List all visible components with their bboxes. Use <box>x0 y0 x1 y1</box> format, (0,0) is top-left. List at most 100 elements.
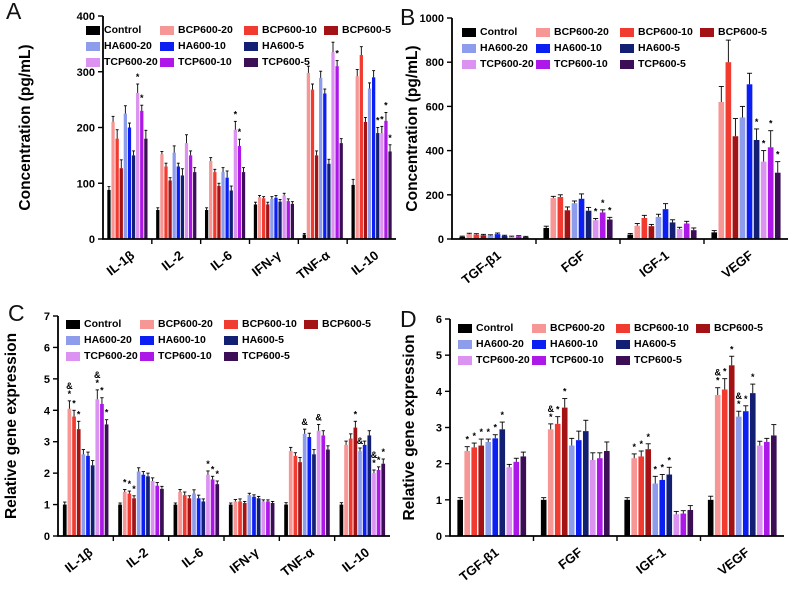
bar-B-VEGF-HA600-20 <box>739 117 746 239</box>
bar-A-IL-6-BCP600-20 <box>209 160 213 239</box>
bar-A-IL-10-TCP600-10 <box>384 120 388 239</box>
significance-mark: & <box>357 436 364 446</box>
bar-C-IL-2-TCP600-10 <box>155 485 160 536</box>
significance-mark: * <box>632 442 636 452</box>
legend-swatch-icon <box>616 355 630 365</box>
significance-mark: & <box>735 391 742 401</box>
bar-D-FGF-BCP600-20 <box>547 429 554 536</box>
y-tick-label: 5 <box>44 374 50 386</box>
bar-A-TNF-α-BCP600-5 <box>314 155 319 240</box>
legend-swatch-icon <box>462 43 476 53</box>
legend-swatch-icon <box>532 355 546 365</box>
significance-mark: * <box>472 431 476 441</box>
bar-B-IGF-1-HA600-20 <box>655 216 662 239</box>
bar-D-TGF-β1-HA600-10 <box>492 438 499 536</box>
legend-swatch-icon <box>140 335 154 345</box>
legend-item-tcp600-10: TCP600-10 <box>140 350 224 362</box>
legend-label: TCP600-5 <box>638 58 686 70</box>
significance-mark: * <box>762 139 766 149</box>
bar-B-VEGF-HA600-10 <box>746 84 753 239</box>
bar-D-FGF-TCP600-5 <box>604 451 610 536</box>
legend-label: BCP600-5 <box>322 318 372 330</box>
legend-label: TCP600-5 <box>262 56 310 68</box>
legend-label: HA600-10 <box>178 40 226 52</box>
bar-C-IFN-γ-HA600-20 <box>247 495 252 536</box>
significance-mark: * <box>486 427 490 437</box>
legend-label: BCP600-5 <box>718 26 768 38</box>
bar-B-FGF-BCP600-20 <box>550 198 557 239</box>
significance-mark: * <box>601 198 605 208</box>
bar-A-TNF-α-BCP600-20 <box>306 72 311 240</box>
significance-mark: * <box>128 479 132 489</box>
legend-item-bcp600-5: BCP600-5 <box>700 26 767 38</box>
y-axis-title: Concentration (pg/mL) <box>404 45 421 211</box>
legend-label: TCP600-10 <box>178 56 232 68</box>
bar-C-IFN-γ-HA600-5 <box>256 498 261 536</box>
bar-B-FGF-BCP600-5 <box>564 210 571 239</box>
bar-C-IFN-γ-TCP600-5 <box>270 503 275 536</box>
bar-B-IGF-1-BCP600-10 <box>641 218 648 239</box>
x-category-label: FGF <box>555 545 585 573</box>
legend-item-ha600-5: HA600-5 <box>244 40 324 52</box>
legend-label: TCP600-20 <box>84 350 138 362</box>
legend-label: TCP600-20 <box>104 56 158 68</box>
bar-C-IL-1β-BCP600-20 <box>67 408 72 536</box>
bar-C-TNF-α-TCP600-10 <box>321 435 326 536</box>
bar-A-IL-6-HA600-20 <box>221 172 225 239</box>
legend-item-tcp600-10: TCP600-10 <box>536 58 620 70</box>
bar-A-IFN-γ-TCP600-5 <box>290 203 295 239</box>
bar-D-VEGF-Control <box>707 499 714 536</box>
significance-mark: * <box>132 484 136 494</box>
bar-B-VEGF-BCP600-20 <box>718 101 725 239</box>
bar-C-TNF-α-TCP600-5 <box>326 449 330 536</box>
bar-C-IL-10-HA600-5 <box>367 435 372 536</box>
y-tick-label: 7 <box>44 311 50 323</box>
legend-swatch-icon <box>66 319 80 329</box>
bar-B-TGF-β1-TCP600-5 <box>522 237 529 239</box>
legend-swatch-icon <box>140 319 154 329</box>
legend-label: BCP600-10 <box>242 318 297 330</box>
bar-B-FGF-HA600-10 <box>578 198 585 239</box>
bar-B-VEGF-TCP600-10 <box>767 147 774 239</box>
legend-label: TCP600-5 <box>242 350 290 362</box>
x-category-label: IGF-1 <box>636 248 671 280</box>
x-category-label: VEGF <box>715 545 752 579</box>
bar-B-TGF-β1-BCP600-10 <box>473 234 480 239</box>
legend-label: HA600-20 <box>84 334 132 346</box>
legend-swatch-icon <box>532 323 546 333</box>
panel-b-letter: B <box>400 4 416 30</box>
bar-A-IL-2-HA600-20 <box>172 152 176 239</box>
bar-C-IL-6-TCP600-10 <box>210 479 215 536</box>
y-tick-label: 1 <box>436 495 442 507</box>
bar-A-IL-6-BCP600-10 <box>213 172 217 239</box>
significance-mark: * <box>730 344 734 354</box>
significance-mark: * <box>238 127 242 137</box>
legend-label: BCP600-20 <box>550 322 605 334</box>
legend-swatch-icon <box>66 351 80 361</box>
legend-swatch-icon <box>536 43 550 53</box>
bar-A-IL-10-TCP600-20 <box>380 133 384 239</box>
legend-item-control: Control <box>66 318 140 330</box>
significance-mark: * <box>72 398 76 408</box>
bar-C-IFN-γ-Control <box>228 504 233 536</box>
significance-mark: * <box>380 114 384 124</box>
significance-mark: * <box>335 49 339 59</box>
bar-B-TGF-β1-Control <box>459 236 466 239</box>
bar-C-IL-6-Control <box>173 504 178 536</box>
significance-mark: * <box>755 117 759 127</box>
bar-D-IGF-1-HA600-10 <box>659 479 666 536</box>
x-category-label: IL-10 <box>339 545 372 576</box>
legend-item-bcp600-10: BCP600-10 <box>224 318 304 330</box>
bar-C-IL-1β-HA600-10 <box>86 455 90 536</box>
significance-mark: * <box>501 410 505 420</box>
legend-swatch-icon <box>620 43 634 53</box>
y-tick-label: 3 <box>436 423 442 435</box>
x-category-label: TNF-α <box>278 545 317 580</box>
bar-A-IL-1β-BCP600-10 <box>115 138 119 239</box>
panel-b: B 0 200 400 600 800 1000 Concentration (pg/mL)… <box>400 0 799 300</box>
y-tick-label: 1 <box>44 500 50 512</box>
significance-mark: * <box>331 30 335 40</box>
bar-C-IL-10-BCP600-5 <box>353 427 358 536</box>
